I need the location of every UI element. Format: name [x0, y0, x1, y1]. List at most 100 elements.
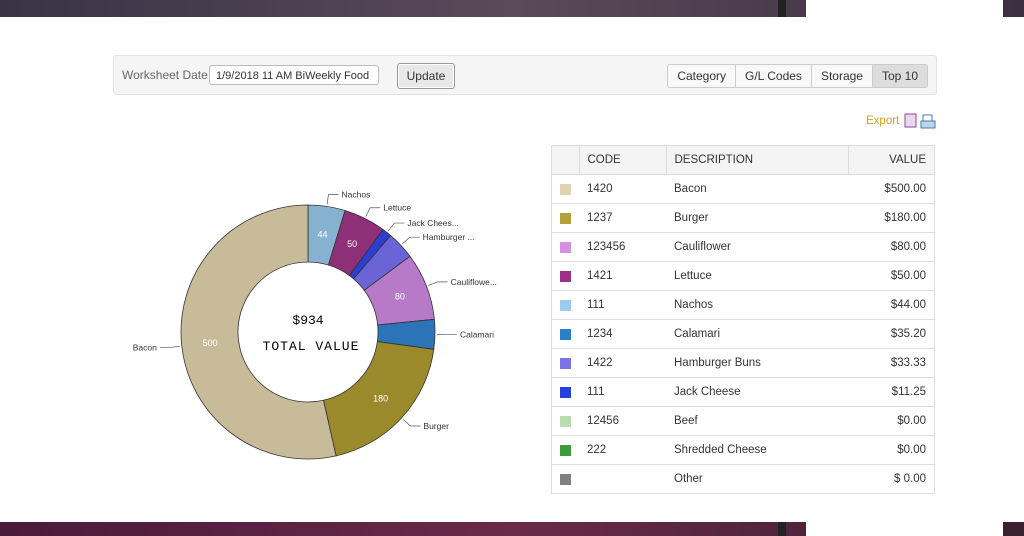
color-swatch: [560, 357, 571, 369]
table-row: 123456 Cauliflower $80.00: [551, 232, 935, 262]
slice-value-label: 500: [203, 338, 218, 348]
table-cell: 1422: [579, 348, 666, 378]
tab[interactable]: Storage: [810, 65, 872, 87]
swatch-cell: [551, 319, 579, 349]
toolbar: Worksheet Date: 1/9/2018 11 AM BiWeekly …: [113, 55, 937, 95]
tab[interactable]: Top 10: [871, 65, 927, 87]
table-cell: $0.00: [848, 435, 935, 465]
slice-label: Cauliflowe...: [451, 277, 497, 287]
table-cell: $50.00: [848, 261, 935, 291]
table-cell: 1237: [579, 203, 666, 233]
leader-line: [428, 281, 448, 286]
table-row: 1237 Burger $180.00: [551, 203, 935, 233]
swatch-cell: [551, 464, 579, 494]
color-swatch: [560, 386, 571, 398]
table-cell: $33.33: [848, 348, 935, 378]
divider: [778, 0, 786, 17]
table-cell: Jack Cheese: [666, 377, 848, 407]
leader-line: [402, 418, 421, 427]
table-cell: Lettuce: [666, 261, 848, 291]
table-cell: $500.00: [848, 174, 935, 204]
table-cell: 1421: [579, 261, 666, 291]
table-cell: Hamburger Buns: [666, 348, 848, 378]
table-cell: Nachos: [666, 290, 848, 320]
slice-label: Burger: [423, 421, 449, 431]
divider: [778, 522, 786, 536]
update-button[interactable]: Update: [397, 63, 455, 89]
swatch-cell: [551, 203, 579, 233]
table-cell: [579, 464, 666, 494]
table-cell: Shredded Cheese: [666, 435, 848, 465]
tab[interactable]: G/L Codes: [735, 65, 811, 87]
table-cell: $ 0.00: [848, 464, 935, 494]
slice-label: Hamburger ...: [423, 232, 475, 242]
table-cell: Calamari: [666, 319, 848, 349]
center-label: TOTAL VALUE: [263, 339, 360, 354]
table-row: 1234 Calamari $35.20: [551, 319, 935, 349]
table-cell: $80.00: [848, 232, 935, 262]
column-header: DESCRIPTION: [665, 145, 848, 175]
export-link[interactable]: Export: [866, 115, 900, 127]
leader-line: [365, 207, 381, 217]
table-cell: 111: [579, 290, 666, 320]
swatch-cell: [551, 435, 579, 465]
swatch-cell: [551, 406, 579, 436]
donut-chart: $934 TOTAL VALUE 44 Nachos 50 Lettuce Jack C…: [133, 190, 497, 460]
swatch-cell: [551, 377, 579, 407]
background-strip: [0, 0, 1024, 17]
background-strip: [0, 522, 1024, 536]
slice-value-label: 180: [373, 394, 388, 404]
table-row: 222 Shredded Cheese $0.00: [551, 435, 935, 465]
table-row: 1420 Bacon $500.00: [551, 174, 935, 204]
swatch-cell: [551, 174, 579, 204]
leader-line: [387, 222, 405, 232]
donut-slice: [180, 204, 337, 460]
leader-line: [326, 194, 339, 205]
swatch-cell: [551, 348, 579, 378]
center-value: $934: [292, 313, 323, 328]
table-row: 1422 Hamburger Buns $33.33: [551, 348, 935, 378]
color-swatch: [560, 328, 571, 340]
color-swatch: [560, 270, 571, 282]
color-swatch: [560, 444, 571, 456]
slice-label: Calamari: [460, 330, 494, 340]
table-cell: Other: [666, 464, 848, 494]
tab-group: Category G/L Codes Storage Top 10: [667, 64, 928, 88]
table-row: 111 Nachos $44.00: [551, 290, 935, 320]
table-row: 111 Jack Cheese $11.25: [551, 377, 935, 407]
table-row: 12456 Beef $0.00: [551, 406, 935, 436]
export[interactable]: Export: [866, 113, 937, 129]
color-swatch: [560, 299, 571, 311]
panel: [806, 0, 1003, 17]
date-select[interactable]: 1/9/2018 11 AM BiWeekly Food: [209, 65, 379, 85]
table-row: 1421 Lettuce $50.00: [551, 261, 935, 291]
color-swatch: [560, 241, 571, 253]
swatch-cell: [551, 261, 579, 291]
date-label: Worksheet Date:: [122, 68, 212, 82]
table-cell: $35.20: [848, 319, 935, 349]
color-swatch: [560, 183, 571, 195]
table-cell: 111: [579, 377, 666, 407]
color-swatch: [560, 415, 571, 427]
table-row: Other $ 0.00: [551, 464, 935, 494]
swatch-cell: [551, 290, 579, 320]
slice-label: Nachos: [342, 190, 371, 200]
data-table: CODE DESCRIPTION VALUE 1420 Bacon $500.00 1237…: [551, 145, 935, 494]
column-header: VALUE: [847, 145, 935, 175]
tab[interactable]: Category: [668, 65, 736, 87]
swatch-cell: [551, 232, 579, 262]
table-cell: 1234: [579, 319, 666, 349]
slice-label: Lettuce: [383, 203, 411, 213]
slice-label: Jack Chees...: [407, 218, 459, 228]
table-cell: $180.00: [848, 203, 935, 233]
slice-value-label: 50: [347, 239, 357, 249]
leader-line: [402, 236, 420, 245]
export-icons: [904, 113, 936, 129]
panel: [806, 522, 1003, 536]
table-cell: 222: [579, 435, 666, 465]
table-cell: Burger: [666, 203, 848, 233]
swatch-header: [551, 145, 579, 175]
table-cell: Cauliflower: [666, 232, 848, 262]
table-cell: 12456: [579, 406, 666, 436]
